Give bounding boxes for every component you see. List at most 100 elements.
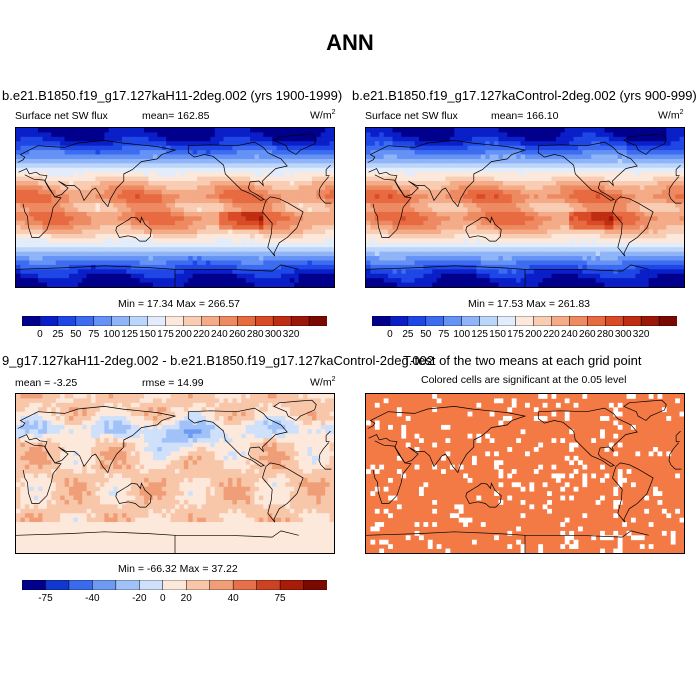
coastline [16, 265, 176, 287]
colorbar-swatch [443, 316, 463, 326]
colorbar-tick-label: 320 [632, 329, 650, 340]
colorbar-svg [22, 316, 327, 326]
panel4-subtitle: Colored cells are significant at the 0.0… [421, 374, 627, 386]
colorbar-swatch [209, 580, 234, 590]
panel4-title: T-test of the two means at each grid poi… [403, 353, 642, 368]
coastline [366, 531, 526, 553]
colorbar-tick-label: 280 [596, 329, 614, 340]
colorbar-swatch [640, 316, 660, 326]
field-cells [16, 394, 334, 553]
colorbar-tick-label: 220 [543, 329, 560, 340]
coastline [525, 530, 649, 538]
coastline [465, 482, 502, 508]
coastline [175, 264, 299, 272]
colorbar-swatch [183, 316, 202, 326]
colorbar-tick-label: 75 [274, 593, 286, 604]
panel1-map [15, 127, 335, 288]
colorbar-tick-label: 75 [88, 329, 100, 340]
colorbar-tick-label: 240 [211, 329, 228, 340]
colorbar-swatch [569, 316, 588, 326]
colorbar-tick-label: 0 [159, 593, 166, 604]
colorbar-tick-label: 20 [180, 593, 192, 604]
panel3-map [15, 393, 335, 554]
colorbar-tick-label: 0 [37, 329, 43, 340]
colorbar-swatch [372, 316, 391, 326]
colorbar-tick-label: 320 [282, 329, 300, 340]
coastline [273, 133, 317, 155]
colorbar-swatch [57, 316, 77, 326]
colorbar-swatch [272, 316, 292, 326]
coastline [262, 462, 304, 523]
colorbar-tick-label: -75 [38, 593, 53, 604]
colorbar-swatch [129, 316, 149, 326]
coastline [668, 442, 682, 470]
field-cells [366, 394, 684, 553]
panel4-map [365, 393, 685, 554]
panel3-mean: mean = -3.25 [15, 377, 78, 389]
colorbar-tick-label: 50 [420, 329, 432, 340]
colorbar-tick-label: 25 [52, 329, 64, 340]
coastline [623, 399, 667, 421]
colorbar-tick-label: 75 [438, 329, 450, 340]
coastline [367, 406, 527, 474]
colorbar-swatch [232, 580, 258, 590]
colorbar-swatch [92, 580, 117, 590]
colorbar-swatch [219, 316, 238, 326]
colorbar-tick-label: 100 [103, 329, 121, 340]
coastline [623, 133, 667, 155]
field-cells [16, 128, 334, 287]
coastline [465, 216, 502, 242]
colorbar-swatch [68, 580, 93, 590]
colorbar-swatch [551, 316, 570, 326]
colorbar-swatch [22, 580, 47, 590]
panel1-field [16, 128, 334, 287]
colorbar-swatch [303, 580, 327, 590]
colorbar-swatch [290, 316, 310, 326]
panel1-mean: mean= 162.85 [142, 110, 210, 122]
coastline [675, 430, 681, 442]
colorbar-swatch [162, 580, 187, 590]
coastline [372, 174, 412, 238]
coastline [273, 399, 317, 421]
colorbar-svg [22, 580, 327, 590]
colorbar-tick-label: 200 [525, 329, 542, 340]
colorbar-swatch [658, 316, 677, 326]
colorbar-tick-label: 260 [578, 329, 596, 340]
colorbar-swatch [165, 316, 185, 326]
colorbar-swatch [111, 316, 131, 326]
colorbar-swatch [622, 316, 642, 326]
colorbar-swatch [254, 316, 274, 326]
coastline [17, 140, 177, 208]
panel1-title: b.e21.B1850.f19_g17.127kaH11-2deg.002 (y… [2, 88, 343, 103]
colorbar-tick-label: 100 [453, 329, 471, 340]
panel2-title: b.e21.B1850.f19_g17.127kaControl-2deg.00… [352, 88, 697, 103]
colorbar-tick-label: -40 [85, 593, 100, 604]
panel2-minmax: Min = 17.53 Max = 261.83 [468, 298, 590, 310]
coastline [372, 440, 412, 504]
coastline [262, 196, 304, 257]
panel1-colorbar: 0 25 50 75 100 125 150 175 200 220 240 260 280 300 320 [22, 316, 327, 340]
colorbar-tick-label: 200 [175, 329, 192, 340]
colorbar-swatch [22, 316, 41, 326]
colorbar-tick-label: 220 [193, 329, 210, 340]
colorbar-swatch [461, 316, 481, 326]
colorbar-tick-label: 175 [507, 329, 524, 340]
panel2-variable: Surface net SW flux [365, 110, 458, 122]
panel4-field [366, 394, 684, 553]
colorbar-tick-label: 125 [471, 329, 488, 340]
panel2-colorbar: 0 25 50 75 100 125 150 175 200 220 240 260 280 300 320 [372, 316, 677, 340]
colorbar-swatch [604, 316, 624, 326]
colorbar-tick-label: 50 [70, 329, 82, 340]
colorbar-tick-label: 40 [227, 593, 239, 604]
coastline [115, 216, 152, 242]
coastline [318, 442, 332, 470]
panel3-field [16, 394, 334, 553]
colorbar-tick-label: 150 [489, 329, 506, 340]
panel3-colorbar: -75 -40 -20 0 20 40 75 [22, 580, 327, 604]
colorbar-swatch [515, 316, 535, 326]
coastline [366, 265, 526, 287]
colorbar-swatch [237, 316, 256, 326]
colorbar-tick-label: 300 [264, 329, 282, 340]
colorbar-swatch [185, 580, 211, 590]
panel1-minmax: Min = 17.34 Max = 266.57 [118, 298, 240, 310]
